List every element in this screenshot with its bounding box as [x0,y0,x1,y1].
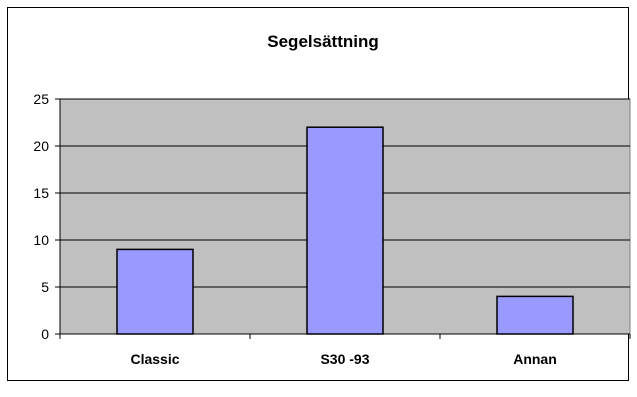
bar-annan [496,295,574,335]
chart-frame: Segelsättning 0 5 10 15 20 25 Classic S30 -93 An… [7,7,631,381]
x-category-label: Classic [130,351,179,367]
bar-s30-93 [306,126,384,335]
x-category-label: Annan [513,351,557,367]
y-tick-label: 10 [33,232,49,248]
y-tick-label: 15 [33,185,49,201]
y-tick-label: 5 [41,279,49,295]
axis-labels: 0 5 10 15 20 25 Classic S30 -93 Annan [33,91,556,367]
bar-chart: Segelsättning 0 5 10 15 20 25 Classic S30 -93 An… [33,32,631,367]
y-tick-label: 0 [41,326,49,342]
y-tick-label: 20 [33,138,49,154]
bar-classic [116,248,194,335]
chart-title: Segelsättning [267,32,378,51]
bars [116,126,574,335]
y-tick-label: 25 [33,91,49,107]
x-category-label: S30 -93 [320,351,369,367]
